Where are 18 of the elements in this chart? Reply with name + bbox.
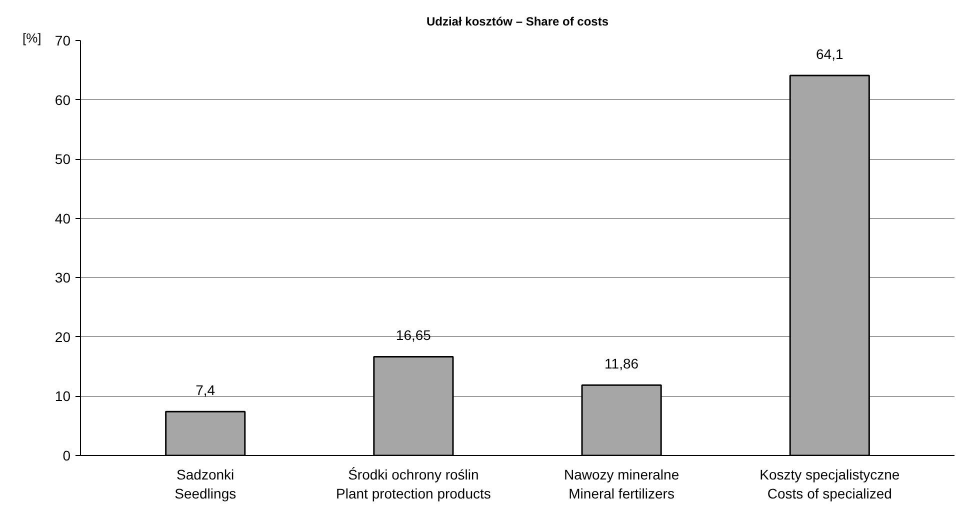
y-tick-label: 70 [54,32,71,48]
data-label: 7,4 [196,382,216,398]
data-label: 11,86 [604,356,639,372]
x-tick-label: Koszty specjalistyczne Costs of specialized [760,466,900,502]
x-tick-label: Środki ochrony roślin Plant protection products [336,466,491,502]
y-tick-label: 50 [54,151,71,168]
y-tick-label: 60 [54,92,71,108]
x-tick-label: Sadzonki Seedlings [174,466,236,502]
x-tick-label: Nawozy mineralne Mineral fertilizers [564,466,680,502]
y-tick-label: 0 [62,448,71,464]
y-tick-label: 20 [54,328,71,345]
y-tick-label: 30 [54,270,71,286]
y-axis-title: [%] [22,30,42,46]
data-label: 64,1 [816,46,844,62]
y-tick-label: 10 [54,388,71,404]
chart-title: Udział kosztów – Share of costs [426,14,609,28]
data-label: 16,65 [396,327,432,344]
y-tick-label: 40 [54,210,71,226]
